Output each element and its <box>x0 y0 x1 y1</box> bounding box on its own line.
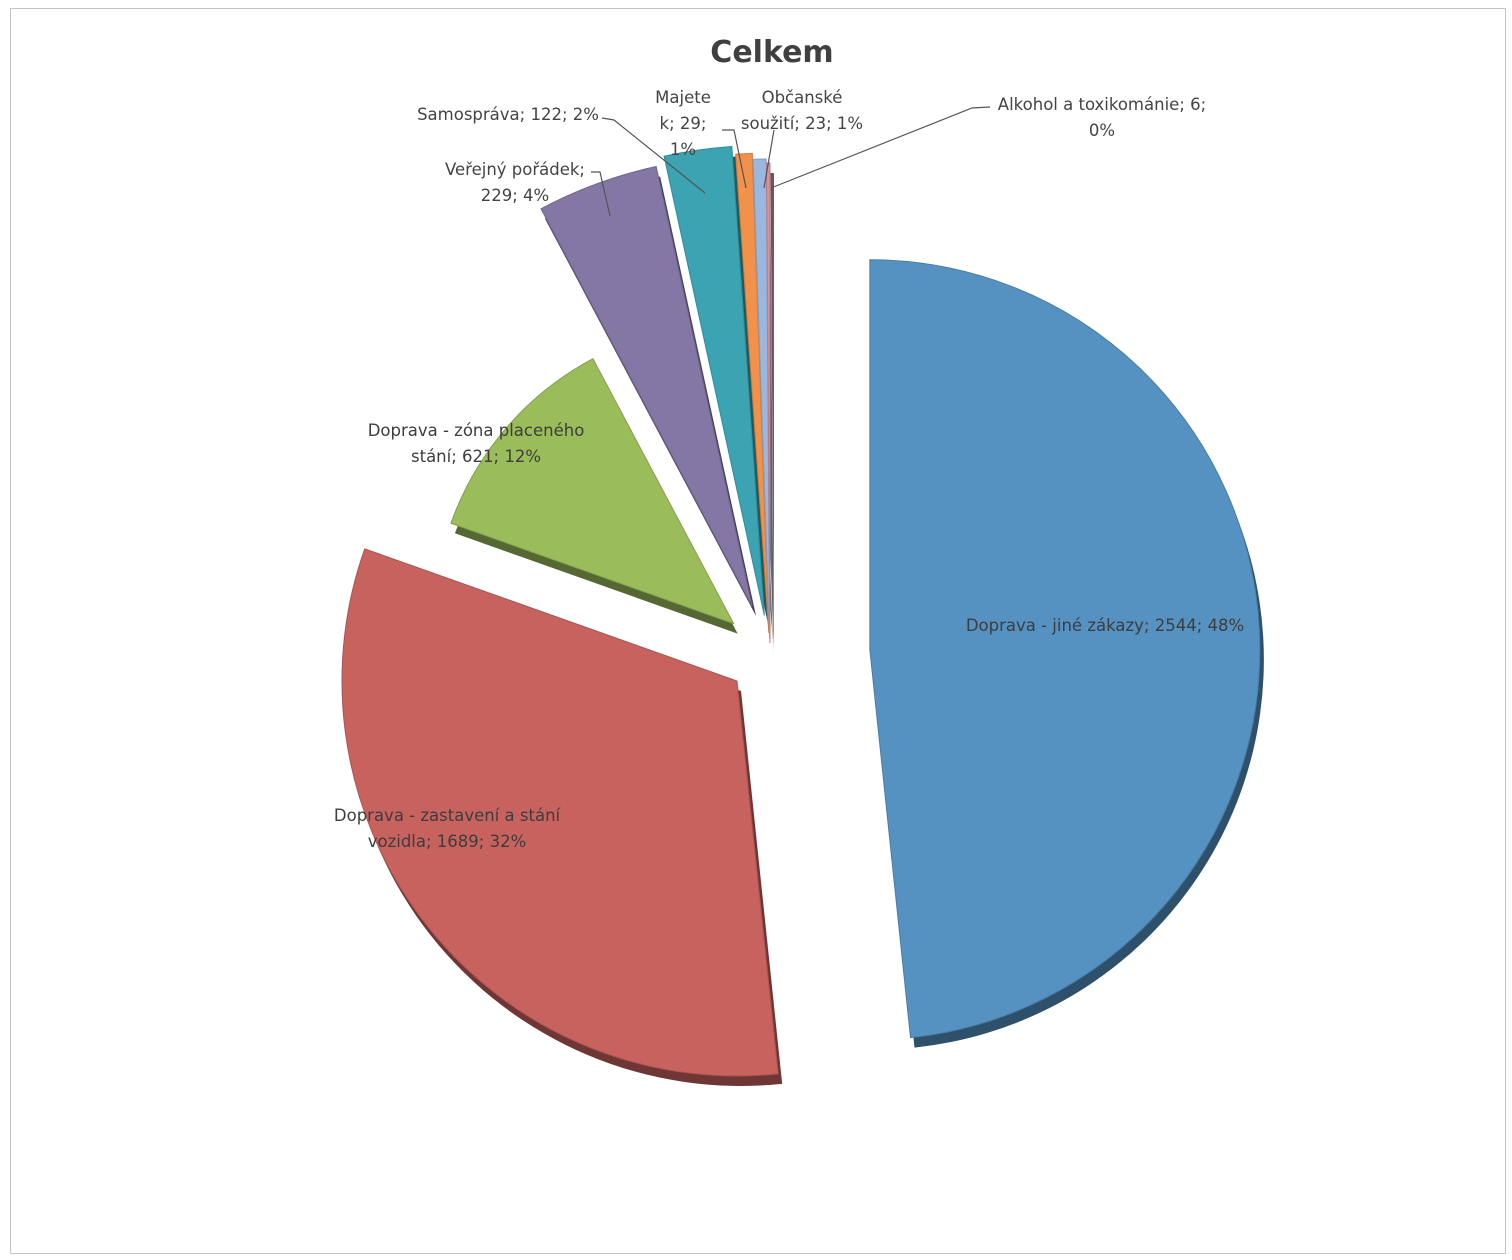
slice-samosprava-leader <box>601 117 706 194</box>
slice-majetek-label-line: k; 29; <box>660 114 707 133</box>
slice-majetek <box>735 152 770 634</box>
slice-alkohol-a-toxikomanie-label-line: 0% <box>1089 121 1115 140</box>
chart-title: Celkem <box>710 35 833 70</box>
slice-doprava-zastaveni-a-stani-label-line: vozidla; 1689; 32% <box>368 832 527 851</box>
slice-labels: Doprava - jiné zákazy; 2544; 48% Doprava … <box>334 88 1244 851</box>
slice-alkohol-a-toxikomanie-label: Alkohol a toxikománie; 6; 0% <box>998 95 1206 140</box>
slice-obcanske-souziti-label: Občanské soužití; 23; 1% <box>741 88 863 133</box>
slice-obcanske-souziti-leader <box>763 129 775 189</box>
slice-obcanske-souziti-label-line: soužití; 23; 1% <box>741 114 863 133</box>
slice-samosprava-label-line: Samospráva; 122; 2% <box>417 105 599 124</box>
slice-alkohol-a-toxikomanie-label-line: Alkohol a toxikománie; 6; <box>998 95 1206 114</box>
slice-doprava-jine-zakazy <box>869 259 1261 1039</box>
slice-doprava-zastaveni-a-stani-label: Doprava - zastavení a stání vozidla; 1689… <box>334 806 562 851</box>
slice-alkohol-a-toxikomanie-leader <box>770 106 991 189</box>
slice-samosprava-label: Samospráva; 122; 2% <box>417 105 599 124</box>
slice-doprava-zona-placeneho-stani-label-line: stání; 621; 12% <box>411 447 541 466</box>
slice-samosprava <box>663 145 765 616</box>
slice-obcanske-souziti <box>752 158 771 640</box>
slice-obcanske-souziti-label-line: Občanské <box>762 88 843 107</box>
slice-majetek-leader <box>722 129 747 189</box>
slice-doprava-zastaveni-a-stani-label-line: Doprava - zastavení a stání <box>334 806 562 825</box>
slice-doprava-zastaveni-a-stani <box>341 548 779 1077</box>
slice-alkohol-a-toxikomanie-shadow <box>770 173 774 654</box>
chart-frame <box>10 8 1506 1254</box>
slice-verejny-poradek-label: Veřejný pořádek; 229; 4% <box>445 160 585 205</box>
slice-verejny-poradek-label-line: Veřejný pořádek; <box>445 160 585 179</box>
slice-verejny-poradek-label-line: 229; 4% <box>481 186 549 205</box>
slice-doprava-jine-zakazy-label-line: Doprava - jiné zákazy; 2544; 48% <box>966 616 1244 635</box>
leader-lines <box>591 106 991 217</box>
slice-majetek-label-line: 1% <box>670 140 696 159</box>
slice-majetek-label: Majete k; 29; 1% <box>655 88 711 159</box>
slice-verejny-poradek <box>540 165 753 607</box>
slice-verejny-poradek-leader <box>591 171 611 217</box>
slice-doprava-zona-placeneho-stani <box>450 358 735 625</box>
slice-majetek-label-line: Majete <box>655 88 711 107</box>
slice-doprava-zona-placeneho-stani-label-line: Doprava - zóna placeného <box>368 421 585 440</box>
slice-doprava-jine-zakazy-label: Doprava - jiné zákazy; 2544; 48% <box>966 616 1244 635</box>
slice-doprava-zona-placeneho-stani-label: Doprava - zóna placeného stání; 621; 12% <box>368 421 585 466</box>
slices <box>341 145 1261 1077</box>
